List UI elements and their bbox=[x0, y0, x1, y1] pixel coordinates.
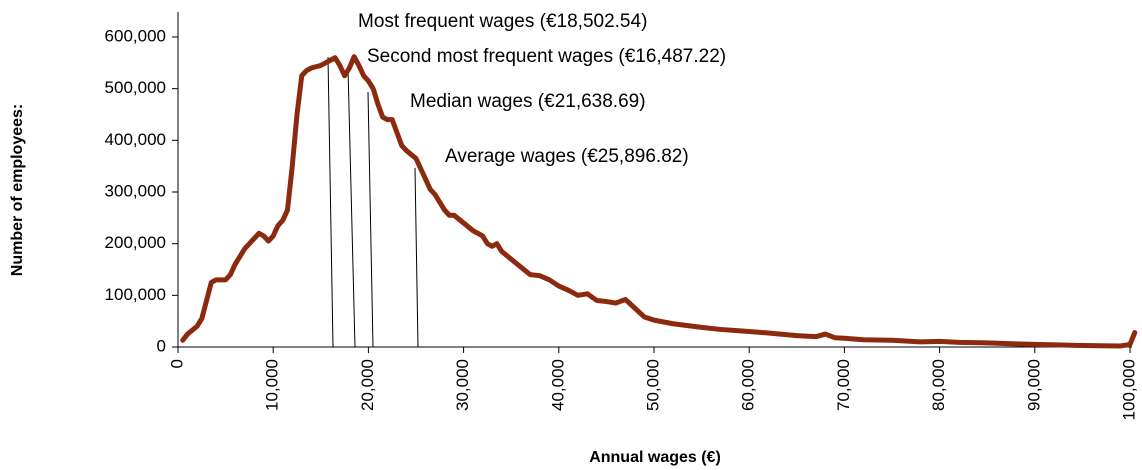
annotation: Second most frequent wages (€16,487.22) bbox=[367, 46, 726, 67]
x-tick-label: 40,000 bbox=[548, 359, 567, 411]
annotation: Average wages (€25,896.82) bbox=[445, 146, 689, 167]
x-tick-label: 80,000 bbox=[929, 359, 948, 411]
x-tick-label: 10,000 bbox=[263, 359, 282, 411]
x-tick-label: 20,000 bbox=[358, 359, 377, 411]
y-tick-label: 200,000 bbox=[105, 233, 166, 252]
y-tick-label: 300,000 bbox=[105, 181, 166, 200]
x-tick-label: 90,000 bbox=[1024, 359, 1043, 411]
annotation-line bbox=[414, 167, 419, 348]
y-tick-label: 600,000 bbox=[105, 26, 166, 45]
y-axis-title: Number of employees: bbox=[9, 104, 26, 276]
x-axis-title: Annual wages (€) bbox=[589, 449, 721, 466]
annotation-line bbox=[327, 56, 334, 348]
annotation-line bbox=[347, 67, 356, 348]
y-tick-label: 0 bbox=[157, 336, 166, 355]
annotation: Median wages (€21,638.69) bbox=[410, 91, 646, 112]
annotation-line bbox=[367, 91, 374, 348]
x-tick-label: 60,000 bbox=[739, 359, 758, 411]
y-tick-label: 500,000 bbox=[105, 78, 166, 97]
annotation: Most frequent wages (€18,502.54) bbox=[358, 11, 647, 32]
x-tick-label: 0 bbox=[167, 359, 186, 368]
x-tick-label: 30,000 bbox=[453, 359, 472, 411]
data-line bbox=[180, 54, 1138, 349]
x-tick-label: 50,000 bbox=[643, 359, 662, 411]
x-tick-label: 70,000 bbox=[834, 359, 853, 411]
x-tick-label: 100,000 bbox=[1119, 359, 1138, 420]
y-tick-label: 400,000 bbox=[105, 130, 166, 149]
y-tick-label: 100,000 bbox=[105, 285, 166, 304]
